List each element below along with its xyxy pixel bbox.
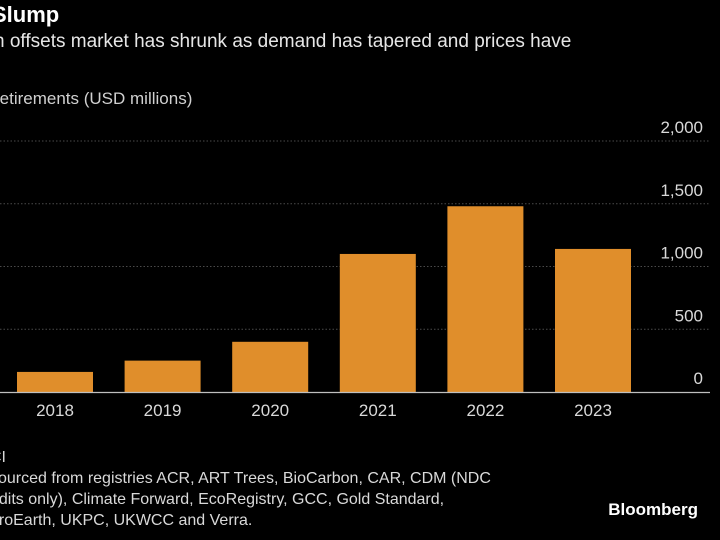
y-tick-label: 0 xyxy=(694,369,703,388)
x-tick-label: 2020 xyxy=(251,401,289,420)
footnote-line: edits only), Climate Forward, EcoRegistr… xyxy=(0,491,445,508)
y-tick-label: 1,000 xyxy=(660,244,703,263)
footnote-line: uroEarth, UKPC, UKWCC and Verra. xyxy=(0,512,253,529)
y-tick-label: 500 xyxy=(675,306,703,325)
x-tick-label: 2018 xyxy=(36,401,74,420)
chart-title: Slump xyxy=(0,2,60,27)
y-tick-label: 2,000 xyxy=(660,118,703,137)
bar-2019 xyxy=(124,360,201,392)
bloomberg-logo: Bloomberg xyxy=(608,500,698,519)
bars xyxy=(17,206,631,392)
x-tick-label: 2021 xyxy=(359,401,397,420)
bar-2020 xyxy=(232,341,309,392)
x-tick-label: 2023 xyxy=(574,401,612,420)
bar-2018 xyxy=(17,371,93,392)
y-tick-label: 1,500 xyxy=(660,181,703,200)
footnote: CI sourced from registries ACR, ART Tree… xyxy=(0,447,491,531)
x-tick-label: 2019 xyxy=(144,401,182,420)
bar-chart: 0 500 1,000 1,500 2,000 2018 2019 2020 2021 2022 2… xyxy=(0,118,710,420)
chart-subtitle: n offsets market has shrunk as demand ha… xyxy=(0,31,572,52)
x-tick-label: 2022 xyxy=(466,401,504,420)
bar-2023 xyxy=(555,248,631,392)
bar-2021 xyxy=(339,253,416,392)
bar-2022 xyxy=(447,206,524,392)
footnote-line: CI xyxy=(0,449,6,466)
footnote-line: sourced from registries ACR, ART Trees, … xyxy=(0,470,491,487)
axes: 0 500 1,000 1,500 2,000 2018 2019 2020 2021 2022 2… xyxy=(0,118,710,420)
y-axis-unit-label: retirements (USD millions) xyxy=(0,89,193,108)
